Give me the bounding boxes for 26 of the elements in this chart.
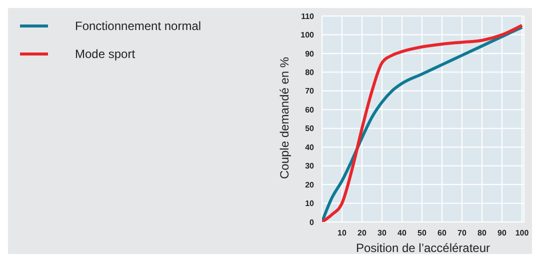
legend-label: Mode sport <box>75 47 136 61</box>
x-tick-label: 90 <box>498 228 507 238</box>
y-tick-label: 90 <box>305 49 315 58</box>
x-tick-label: 30 <box>378 228 387 238</box>
y-tick-label: 40 <box>305 142 315 152</box>
x-tick-label: 80 <box>478 228 487 238</box>
x-tick-label: 20 <box>358 228 367 238</box>
x-tick-label: 40 <box>398 228 407 238</box>
legend-label: Fonctionnement normal <box>75 19 202 33</box>
y-tick-label: 70 <box>305 86 315 96</box>
y-axis-title: Couple demandé en % <box>277 56 292 179</box>
x-axis-title: Position de l’accélérateur <box>356 241 490 255</box>
y-tick-label: 110 <box>301 12 315 21</box>
y-tick-label: 0 <box>310 218 315 227</box>
y-tick-label: 10 <box>305 199 315 208</box>
x-tick-label: 70 <box>458 228 467 238</box>
x-tick-label: 100 <box>515 228 530 238</box>
y-tick-label: 50 <box>305 124 315 134</box>
y-tick-label: 80 <box>305 68 315 78</box>
y-tick-label: 20 <box>305 180 315 190</box>
y-tick-label: 60 <box>305 105 315 114</box>
y-tick-label: 100 <box>300 30 315 40</box>
x-tick-label: 50 <box>418 228 427 238</box>
y-tick-label: 30 <box>305 162 315 171</box>
x-tick-label: 10 <box>338 228 347 238</box>
x-tick-label: 60 <box>438 228 447 238</box>
